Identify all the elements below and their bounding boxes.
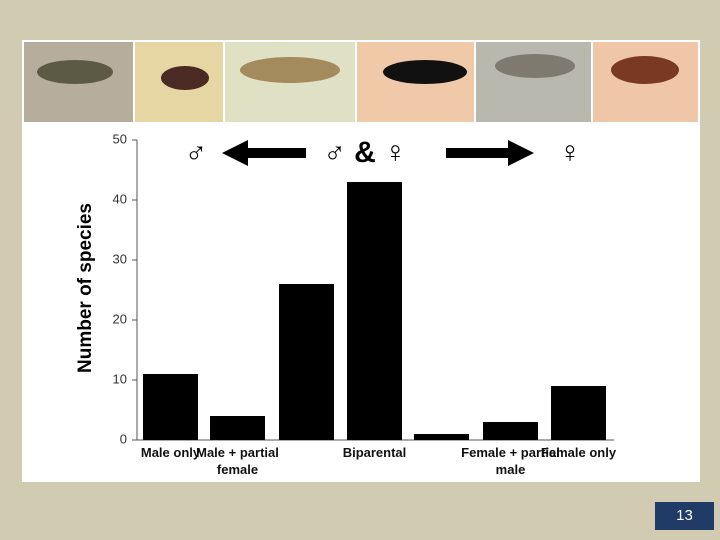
x-tick-label: Female + partial male (461, 445, 560, 477)
annotation: ♀ (559, 136, 582, 169)
bird (37, 60, 113, 84)
y-tick-label: 10 (113, 371, 127, 386)
bird (161, 66, 209, 90)
y-tick-label: 50 (113, 131, 127, 146)
y-tick-label: 0 (120, 431, 127, 446)
bird (383, 60, 467, 84)
annotation: ♂ (185, 136, 208, 169)
y-tick-label: 30 (113, 251, 127, 266)
y-tick-label: 40 (113, 191, 127, 206)
bar (143, 374, 198, 440)
bar (414, 434, 469, 440)
bird-images (24, 42, 698, 122)
bar (347, 182, 402, 440)
annotation: ♂ & ♀ (323, 136, 406, 169)
bar (279, 284, 334, 440)
bird (611, 56, 679, 84)
x-tick-label: Male + partial female (196, 445, 279, 477)
bar (483, 422, 538, 440)
y-axis-label: Number of species (75, 203, 96, 373)
arrow-left (222, 140, 306, 166)
bird (495, 54, 575, 78)
arrow-right (446, 140, 534, 166)
y-tick-label: 20 (113, 311, 127, 326)
x-tick-label: Male only (140, 445, 201, 460)
x-tick-label: Biparental (342, 445, 407, 460)
x-tick-label: Female only (540, 445, 617, 460)
slide-number: 13 (655, 502, 714, 530)
bird (240, 57, 340, 83)
bar (210, 416, 265, 440)
bar (551, 386, 606, 440)
bird-image (476, 42, 591, 122)
